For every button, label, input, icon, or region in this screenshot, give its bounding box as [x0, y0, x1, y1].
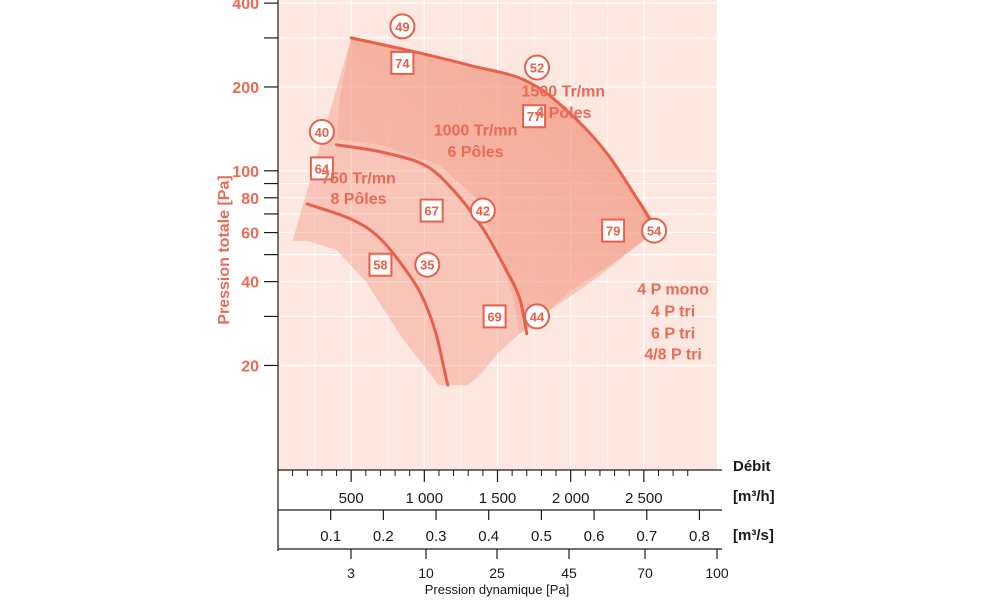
fan-curve	[349, 36, 657, 231]
x-tick-label-m3s: 0.5	[531, 528, 552, 545]
curve-annotation: 4/8 P tri	[644, 347, 702, 364]
y-tick-label: 400	[232, 0, 259, 13]
curve-layer	[305, 36, 657, 387]
efficiency-marker: 67	[419, 198, 444, 223]
marker-label: 74	[395, 56, 410, 71]
fan-curve	[305, 202, 450, 387]
curve-annotation: 6 Pôles	[448, 144, 504, 161]
marker-label: 58	[373, 258, 387, 273]
marker-label: 54	[647, 224, 662, 239]
x-tick-label-m3s: 0.7	[636, 528, 657, 545]
operating-envelope	[336, 37, 659, 334]
efficiency-marker: 69	[482, 304, 507, 329]
marker-label: 52	[530, 60, 544, 75]
efficiency-marker: 77	[522, 104, 547, 129]
marker-circle	[414, 251, 441, 278]
x-axis-unit-m3h: [m³/h]	[733, 488, 775, 505]
noise-level-marker: 52	[524, 54, 551, 81]
y-axis-title: Pression totale [Pa]	[216, 175, 233, 324]
marker-label: 67	[424, 204, 438, 219]
marker-label: 40	[315, 125, 329, 140]
x-tick-label-m3h: 1 000	[406, 490, 444, 507]
x-tick-label-m3s: 0.2	[373, 528, 394, 545]
noise-level-marker: 49	[389, 13, 416, 40]
marker-circle	[524, 303, 551, 330]
marker-layer: 49 74 52 77 40 64 67 42 79 54 58 35 69 44	[308, 13, 668, 330]
x-tick-label-m3h: 1 500	[479, 490, 517, 507]
x-tick-label-pa: 10	[418, 565, 434, 581]
y-tick-label: 40	[241, 275, 259, 292]
marker-label: 44	[530, 309, 545, 324]
curve-annotation: 750 Tr/mn	[321, 171, 396, 188]
marker-square	[368, 252, 393, 277]
x-tick-label-pa: 45	[561, 565, 577, 581]
x-axis-title-pression-dynamique: Pression dynamique [Pa]	[425, 582, 570, 597]
x-tick-label-pa: 3	[347, 565, 355, 581]
marker-label: 79	[606, 224, 620, 239]
marker-label: 42	[476, 204, 490, 219]
marker-circle	[641, 217, 668, 244]
noise-level-marker: 40	[308, 118, 335, 145]
efficiency-marker: 74	[390, 50, 415, 75]
marker-square	[482, 304, 507, 329]
noise-level-marker: 44	[524, 303, 551, 330]
x-axis-title-debit: Débit	[733, 458, 771, 475]
x-tick-label-pa: 100	[705, 565, 729, 581]
marker-label: 49	[395, 19, 409, 34]
marker-circle	[308, 118, 335, 145]
marker-square	[309, 156, 334, 181]
curve-annotation: 8 Pôles	[330, 191, 386, 208]
axis-layer: 20 40 60 80 100 200 400 500 1 000 1 500 2 000 2 500…	[232, 0, 729, 581]
efficiency-marker: 64	[309, 156, 334, 181]
marker-square	[522, 104, 547, 129]
noise-level-marker: 35	[414, 251, 441, 278]
fan-curve	[335, 143, 529, 336]
x-tick-label-m3h: 500	[339, 490, 364, 507]
y-tick-label: 200	[232, 80, 259, 97]
noise-level-marker: 54	[641, 217, 668, 244]
efficiency-marker: 58	[368, 252, 393, 277]
x-tick-label-m3s: 0.4	[478, 528, 499, 545]
x-tick-label-m3h: 2 000	[552, 490, 590, 507]
marker-label: 77	[527, 109, 541, 124]
x-tick-label-m3s: 0.8	[689, 528, 710, 545]
x-tick-label-m3s: 0.1	[320, 528, 341, 545]
marker-circle	[469, 197, 496, 224]
x-tick-label-pa: 70	[637, 565, 653, 581]
y-tick-label: 100	[232, 164, 259, 181]
curve-annotation: 1000 Tr/mn	[434, 122, 518, 139]
annotation-layer: 1500 Tr/mn 4 Pôles 1000 Tr/mn 6 Pôles 750 Tr…	[321, 83, 709, 363]
curve-annotation: 4 P tri	[651, 303, 695, 320]
marker-label: 69	[487, 309, 501, 324]
marker-square	[419, 198, 444, 223]
marker-label: 64	[315, 161, 330, 176]
y-tick-label: 60	[241, 226, 259, 243]
marker-square	[390, 50, 415, 75]
noise-level-marker: 42	[469, 197, 496, 224]
x-tick-label-m3h: 2 500	[625, 490, 663, 507]
x-axis-unit-m3s: [m³/s]	[733, 527, 774, 544]
curve-annotation: 4 Pôles	[535, 105, 591, 122]
marker-square	[601, 218, 626, 243]
efficiency-marker: 79	[601, 218, 626, 243]
x-tick-label-m3s: 0.6	[584, 528, 605, 545]
y-tick-label: 80	[241, 191, 259, 208]
curve-annotation: 6 P tri	[651, 325, 695, 342]
x-tick-label-pa: 25	[489, 565, 505, 581]
marker-label: 35	[420, 258, 434, 273]
marker-circle	[524, 54, 551, 81]
curve-annotation: 4 P mono	[637, 281, 709, 298]
x-tick-label-m3s: 0.3	[426, 528, 447, 545]
curve-annotation: 1500 Tr/mn	[522, 83, 606, 100]
y-tick-label: 20	[241, 358, 259, 375]
marker-circle	[389, 13, 416, 40]
